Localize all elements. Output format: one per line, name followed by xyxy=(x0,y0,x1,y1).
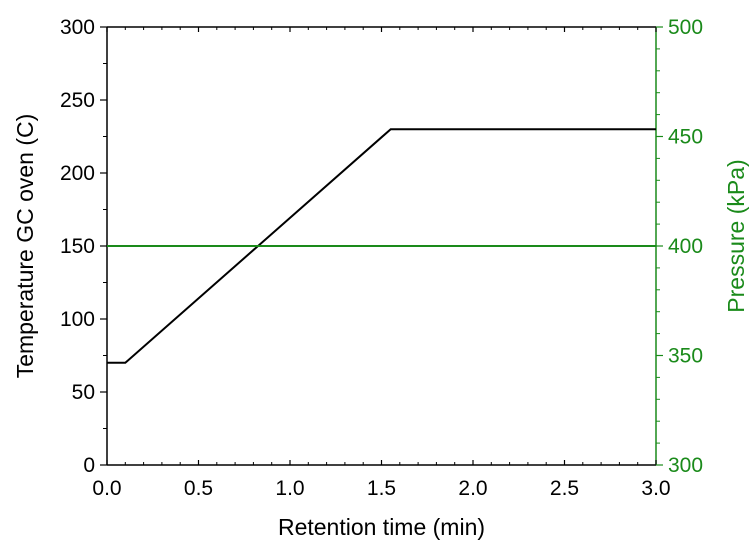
y-tick-label: 0 xyxy=(83,454,95,477)
y-tick-label: 50 xyxy=(72,381,95,404)
y-tick-label: 100 xyxy=(60,308,95,331)
x-tick-label: 2.0 xyxy=(458,477,487,500)
x-tick-label: 1.0 xyxy=(275,477,304,500)
y-tick-label: 250 xyxy=(60,89,95,112)
y2-tick-label: 400 xyxy=(668,235,703,258)
y-axis-left-title: Temperature GC oven (C) xyxy=(12,114,38,379)
y2-tick-label: 300 xyxy=(668,454,703,477)
y2-tick-label: 450 xyxy=(668,126,703,149)
x-tick-label: 0.0 xyxy=(92,477,121,500)
x-tick-label: 0.5 xyxy=(184,477,213,500)
y2-tick-label: 350 xyxy=(668,345,703,368)
x-tick-label: 3.0 xyxy=(641,477,670,500)
x-tick-label: 2.5 xyxy=(550,477,579,500)
y2-tick-label: 500 xyxy=(668,16,703,39)
x-axis-title: Retention time (min) xyxy=(278,514,485,540)
series-layer xyxy=(107,128,656,364)
y-axis-left: 0 50 100 150 200 250 300 xyxy=(60,16,107,477)
y-axis-right: 300 350 400 450 500 xyxy=(656,16,703,477)
y-tick-label: 200 xyxy=(60,162,95,185)
y-axis-right-title: Pressure (kPa) xyxy=(723,159,749,312)
x-axis: 0.0 0.5 1.0 1.5 2.0 2.5 3.0 xyxy=(92,27,671,500)
y-tick-label: 300 xyxy=(60,16,95,39)
x-tick-label: 1.5 xyxy=(367,477,396,500)
y-tick-label: 150 xyxy=(60,235,95,258)
